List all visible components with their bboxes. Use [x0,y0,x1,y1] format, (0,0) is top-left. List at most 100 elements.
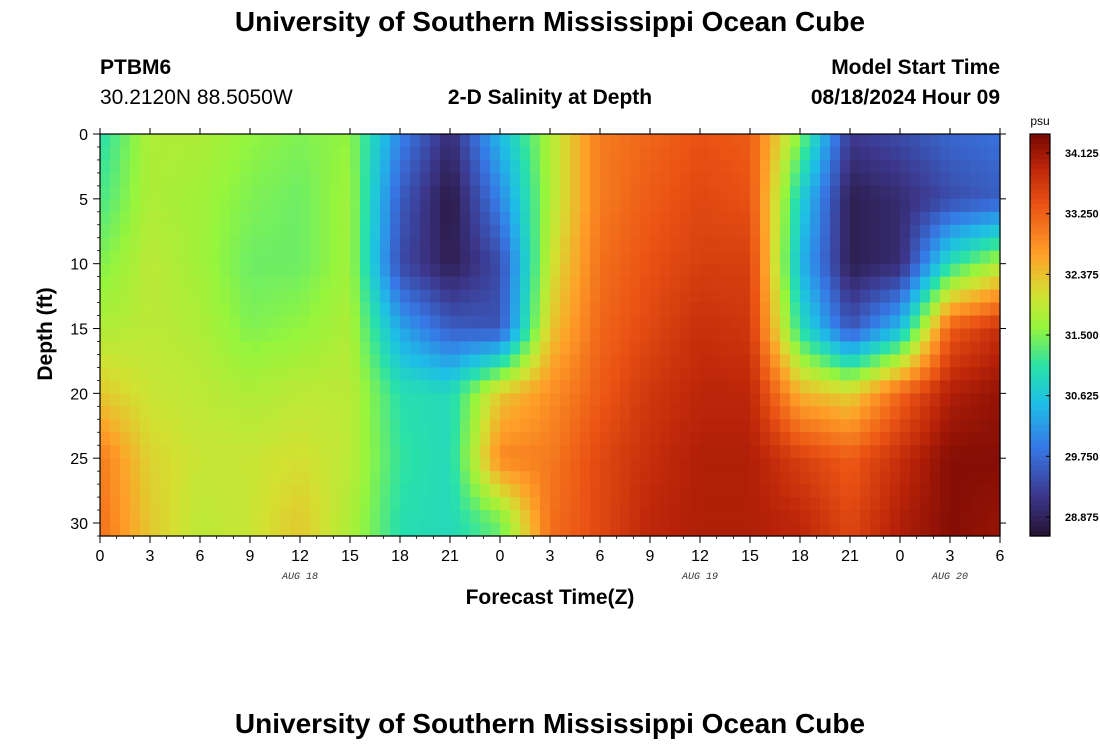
heatmap-cell [220,471,231,485]
heatmap-cell [390,237,401,252]
heatmap-cell [190,380,201,394]
heatmap-cell [240,380,251,394]
heatmap-cell [270,523,281,537]
heatmap-cell [560,263,571,278]
heatmap-cell [570,172,581,187]
heatmap-cell [560,134,571,148]
heatmap-cell [480,159,491,174]
heatmap-cell [310,445,321,459]
heatmap-cell [560,419,571,433]
heatmap-cell [830,523,841,537]
heatmap-cell [740,250,751,265]
heatmap-cell [240,445,251,459]
heatmap-cell [230,354,241,369]
heatmap-cell [780,289,791,304]
heatmap-cell [910,458,921,472]
heatmap-cell [580,484,591,498]
heatmap-cell [210,380,221,394]
heatmap-cell [490,471,501,485]
heatmap-cell [260,523,271,537]
heatmap-cell [440,250,451,265]
heatmap-cell [350,341,361,356]
heatmap-cell [190,172,201,187]
heatmap-cell [250,458,261,472]
heatmap-cell [620,341,631,356]
heatmap-cell [130,146,141,161]
heatmap-cell [650,367,661,381]
heatmap-cell [360,406,371,420]
heatmap-cell [870,237,881,252]
heatmap-cell [110,263,121,278]
heatmap-cell [810,523,821,537]
heatmap-cell [960,134,971,148]
heatmap-cell [270,289,281,304]
heatmap-cell [160,198,171,213]
heatmap-cell [580,224,591,239]
heatmap-cell [110,497,121,511]
heatmap-cell [450,406,461,420]
heatmap-cell [300,458,311,472]
heatmap-cell [970,237,981,252]
heatmap-cell [660,289,671,304]
heatmap-cell [990,185,1001,200]
heatmap-cell [960,224,971,239]
heatmap-cell [810,341,821,356]
heatmap-cell [490,484,501,498]
heatmap-cell [310,263,321,278]
heatmap-cell [860,523,871,537]
heatmap-cell [740,328,751,343]
colorbar-segment [1030,485,1050,492]
heatmap-cell [590,185,601,200]
heatmap-cell [110,484,121,498]
heatmap-cell [440,445,451,459]
heatmap-cell [340,263,351,278]
heatmap-cell [760,458,771,472]
heatmap-cell [610,134,621,148]
heatmap-cell [290,497,301,511]
heatmap-cell [340,315,351,330]
heatmap-cell [630,367,641,381]
heatmap-cell [110,250,121,265]
heatmap-cell [490,523,501,537]
heatmap-cell [600,172,611,187]
heatmap-cell [310,134,321,148]
heatmap-cell [370,484,381,498]
page-title: University of Southern Mississippi Ocean… [234,6,866,37]
heatmap-cell [420,484,431,498]
heatmap-cell [380,497,391,511]
heatmap-cell [560,406,571,420]
heatmap-cell [640,185,651,200]
heatmap-cell [670,393,681,407]
heatmap-cell [890,406,901,420]
heatmap-cell [510,315,521,330]
heatmap-cell [390,146,401,161]
colorbar-segment [1030,299,1050,306]
heatmap-cell [670,458,681,472]
heatmap-cell [790,159,801,174]
colorbar-segment [1030,455,1050,462]
heatmap-cell [180,393,191,407]
heatmap-cell [250,471,261,485]
heatmap-cell [970,497,981,511]
heatmap-cell [970,276,981,291]
heatmap-cell [260,354,271,369]
heatmap-cell [390,471,401,485]
heatmap-cell [570,315,581,330]
model-start-label: Model Start Time [831,56,1000,79]
y-tick-label: 5 [79,192,88,209]
heatmap-cell [700,341,711,356]
heatmap-cell [340,146,351,161]
heatmap-cell [300,432,311,446]
heatmap-cell [720,393,731,407]
heatmap-cell [810,224,821,239]
heatmap-cell [740,159,751,174]
heatmap-cell [590,211,601,226]
heatmap-cell [240,302,251,317]
heatmap-cell [750,471,761,485]
heatmap-cell [220,419,231,433]
heatmap-cell [310,432,321,446]
heatmap-cell [450,497,461,511]
heatmap-cell [100,263,111,278]
heatmap-cell [360,523,371,537]
heatmap-cell [830,315,841,330]
